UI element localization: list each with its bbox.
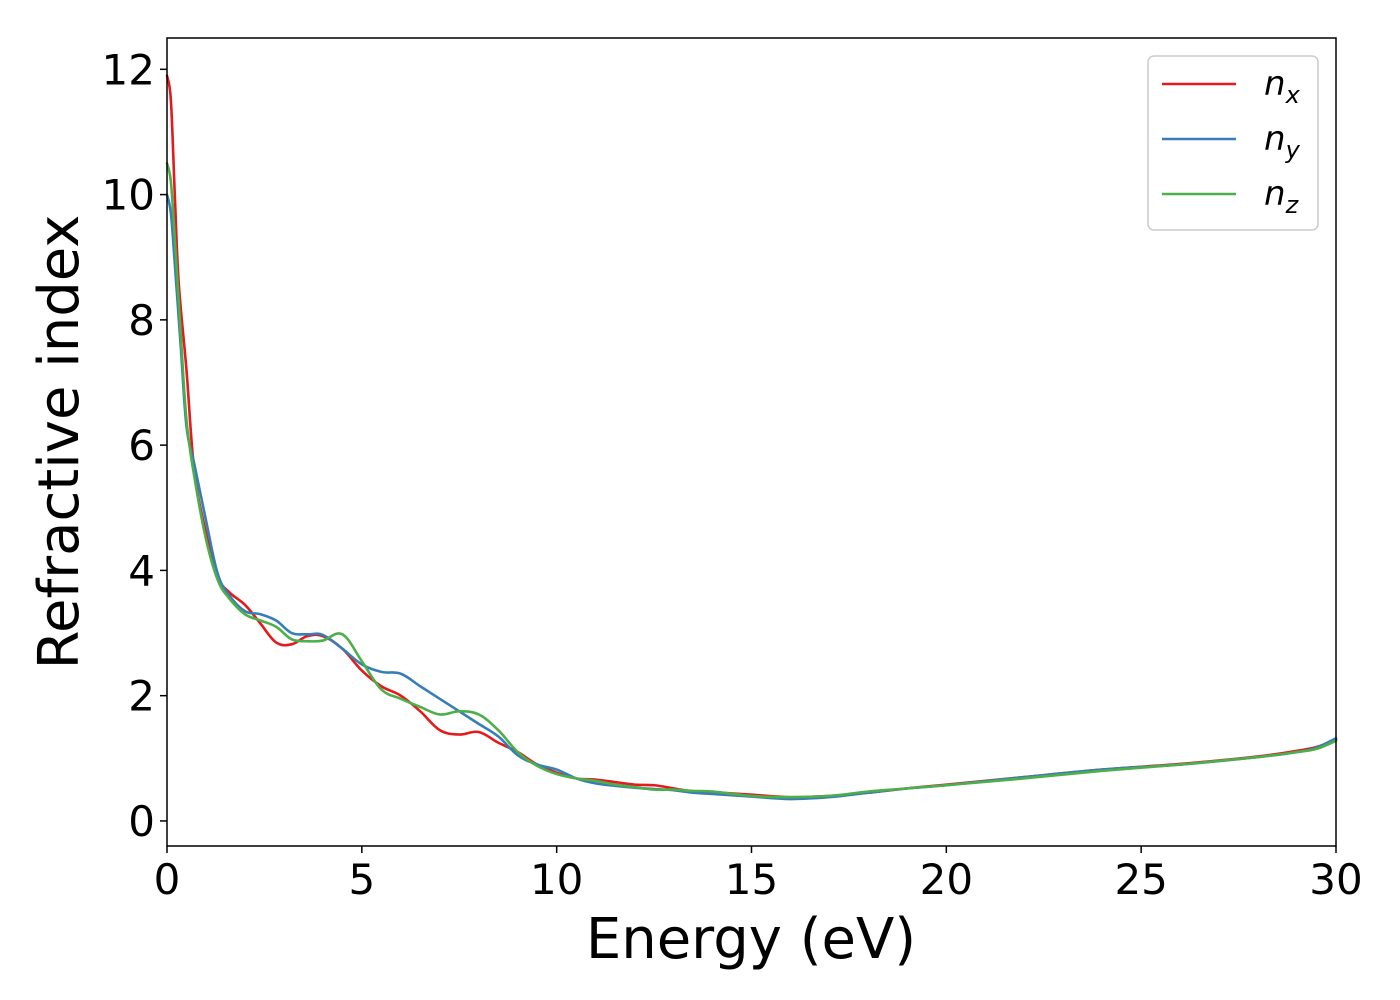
y-tick-label: 0 xyxy=(128,797,155,846)
x-axis-title: Energy (eV) xyxy=(586,907,916,972)
series-layer xyxy=(165,74,1338,801)
x-tick-label: 15 xyxy=(725,855,778,904)
y-axis-ticks: 0 2 4 6 8 10 12 xyxy=(102,45,167,846)
series-line-nz xyxy=(165,161,1338,799)
x-tick-label: 5 xyxy=(348,855,375,904)
y-tick-label: 12 xyxy=(102,45,155,94)
y-tick-label: 8 xyxy=(128,296,155,345)
legend-box xyxy=(1147,55,1319,231)
y-tick-label: 6 xyxy=(128,421,155,470)
legend-label-ny: ny xyxy=(1264,119,1301,164)
legend-label-nx: nx xyxy=(1264,64,1301,109)
x-tick-label: 10 xyxy=(530,855,583,904)
x-tick-label: 20 xyxy=(920,855,973,904)
y-tick-label: 4 xyxy=(128,546,155,595)
x-axis-ticks: 0 5 10 15 20 25 30 xyxy=(154,846,1363,904)
x-tick-label: 25 xyxy=(1114,855,1167,904)
x-tick-label: 0 xyxy=(154,855,181,904)
y-axis-title: Refractive index xyxy=(27,215,92,670)
plot-area xyxy=(167,38,1336,846)
y-tick-label: 2 xyxy=(128,672,155,721)
y-tick-label: 10 xyxy=(102,171,155,220)
legend: nx ny nz xyxy=(1147,55,1319,231)
x-tick-label: 30 xyxy=(1309,855,1362,904)
legend-label-nz: nz xyxy=(1264,174,1300,219)
